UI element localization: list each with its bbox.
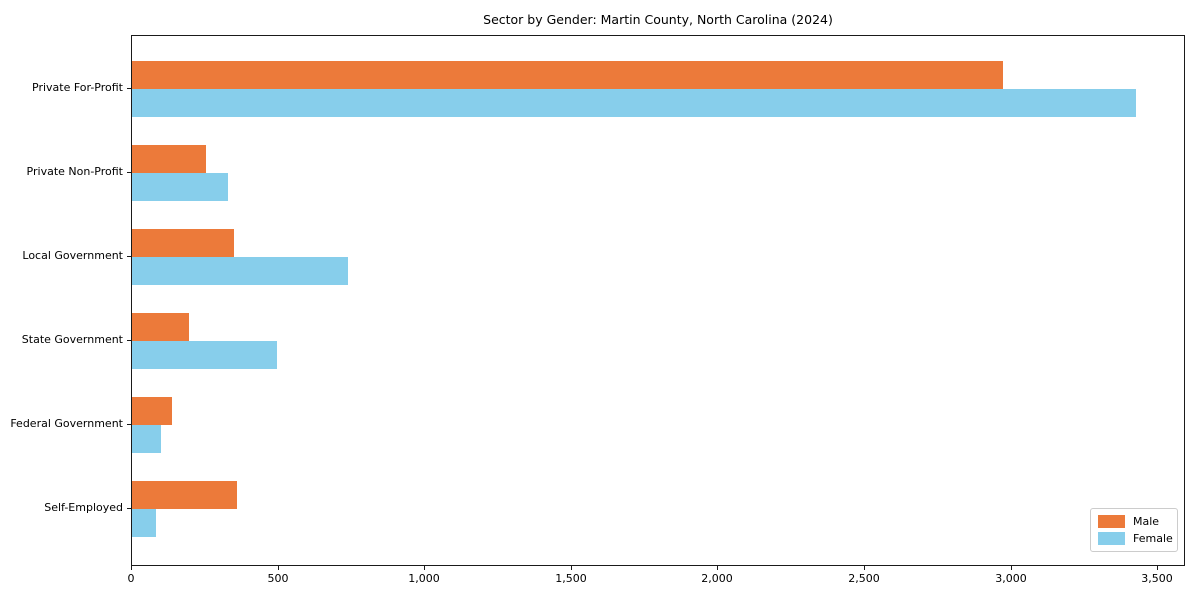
xtick-mark bbox=[131, 566, 132, 570]
xtick-label-1500: 1,500 bbox=[555, 572, 587, 585]
ytick-mark bbox=[127, 340, 131, 341]
legend-entry-male: Male bbox=[1098, 514, 1170, 529]
xtick-label-2000: 2,000 bbox=[701, 572, 733, 585]
ytick-mark bbox=[127, 424, 131, 425]
bar-male-federal-government bbox=[132, 397, 172, 425]
xtick-mark bbox=[424, 566, 425, 570]
ytick-label-self-employed: Self-Employed bbox=[44, 501, 123, 514]
bar-female-private-non-profit bbox=[132, 173, 228, 201]
bar-male-local-government bbox=[132, 229, 234, 257]
ytick-label-private-non-profit: Private Non-Profit bbox=[26, 165, 123, 178]
xtick-mark bbox=[717, 566, 718, 570]
bar-male-private-for-profit bbox=[132, 61, 1003, 89]
bar-female-private-for-profit bbox=[132, 89, 1136, 117]
ytick-label-private-for-profit: Private For-Profit bbox=[32, 81, 123, 94]
xtick-mark bbox=[278, 566, 279, 570]
xtick-mark bbox=[1157, 566, 1158, 570]
bar-female-federal-government bbox=[132, 425, 161, 453]
male-color-swatch bbox=[1098, 515, 1125, 528]
ytick-mark bbox=[127, 88, 131, 89]
bar-female-self-employed bbox=[132, 509, 156, 537]
ytick-label-local-government: Local Government bbox=[22, 249, 123, 262]
female-color-swatch bbox=[1098, 532, 1125, 545]
bar-male-private-non-profit bbox=[132, 145, 206, 173]
bar-male-state-government bbox=[132, 313, 189, 341]
xtick-label-3500: 3,500 bbox=[1141, 572, 1173, 585]
bar-female-local-government bbox=[132, 257, 348, 285]
legend-label-male: Male bbox=[1133, 515, 1160, 528]
xtick-mark bbox=[1011, 566, 1012, 570]
ytick-mark bbox=[127, 172, 131, 173]
xtick-mark bbox=[864, 566, 865, 570]
chart-title: Sector by Gender: Martin County, North C… bbox=[483, 12, 833, 27]
xtick-label-0: 0 bbox=[127, 572, 135, 585]
xtick-mark bbox=[571, 566, 572, 570]
legend: Male Female bbox=[1090, 508, 1178, 552]
xtick-label-500: 500 bbox=[267, 572, 289, 585]
ytick-label-state-government: State Government bbox=[21, 333, 123, 346]
xtick-label-1000: 1,000 bbox=[408, 572, 440, 585]
bar-male-self-employed bbox=[132, 481, 237, 509]
ytick-mark bbox=[127, 256, 131, 257]
ytick-mark bbox=[127, 508, 131, 509]
legend-label-female: Female bbox=[1133, 532, 1173, 545]
ytick-label-federal-government: Federal Government bbox=[10, 417, 123, 430]
plot-area bbox=[131, 35, 1185, 566]
xtick-label-2500: 2,500 bbox=[848, 572, 880, 585]
legend-entry-female: Female bbox=[1098, 531, 1173, 546]
xtick-label-3000: 3,000 bbox=[995, 572, 1027, 585]
bar-female-state-government bbox=[132, 341, 277, 369]
